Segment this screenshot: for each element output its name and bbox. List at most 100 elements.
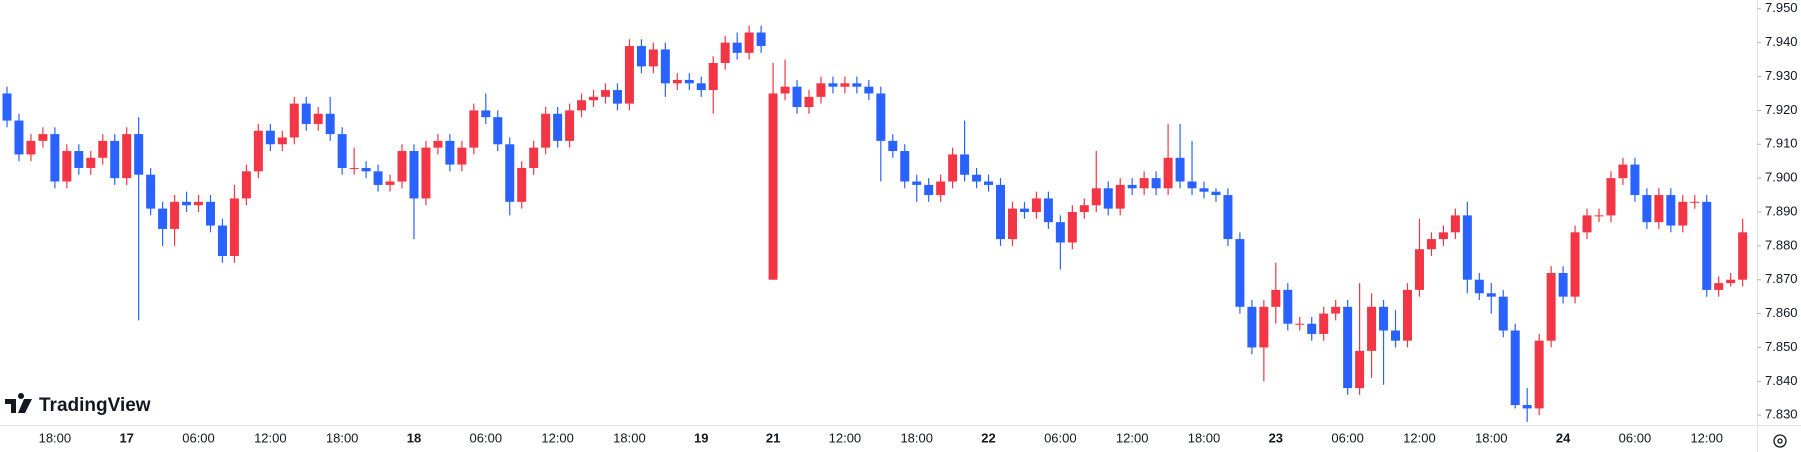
candle-body (1319, 313, 1329, 334)
candle-body (289, 103, 299, 138)
candle-body (1690, 201, 1700, 203)
candle-body (1426, 239, 1436, 250)
candle-body (672, 79, 682, 84)
candle-body (1666, 195, 1676, 226)
candle-body (194, 201, 204, 206)
candle-body (1211, 191, 1221, 196)
candle-body (265, 130, 275, 145)
candle-body (1450, 215, 1460, 233)
candle-body (756, 32, 766, 47)
candle-body (1223, 195, 1233, 240)
candle-body (768, 93, 778, 280)
candle-body (708, 62, 718, 91)
candle-body (1678, 201, 1688, 226)
candle-body (1091, 188, 1101, 206)
candle-body (1139, 178, 1149, 189)
candle-body (1379, 306, 1389, 331)
candle-body (720, 42, 730, 63)
candle-body (205, 201, 215, 226)
candle-body (1546, 272, 1556, 341)
candle-body (996, 184, 1006, 240)
candle-body (684, 79, 694, 84)
candle-body (182, 201, 192, 206)
candle-body (792, 86, 802, 108)
x-tick-label: 18 (407, 430, 421, 445)
x-tick-label: 19 (694, 430, 708, 445)
candle-body (313, 113, 323, 124)
candle-body (804, 96, 814, 108)
candle-body (122, 134, 132, 179)
y-tick-label: 7.940 (1765, 34, 1798, 49)
candle-body (852, 83, 862, 87)
candle-body (960, 154, 970, 175)
y-tick-label: 7.920 (1765, 102, 1798, 117)
candle-body (876, 93, 886, 141)
settings-icon-center[interactable] (1777, 438, 1783, 444)
candle-body (1726, 279, 1736, 284)
candle-body (936, 181, 946, 196)
candle-body (1163, 157, 1173, 189)
candle-body (1343, 306, 1353, 389)
y-tick-label: 7.950 (1765, 0, 1798, 15)
candle-body (517, 167, 527, 202)
candle-body (2, 93, 12, 121)
candle-body (1654, 195, 1664, 223)
settings-button[interactable] (1773, 434, 1787, 448)
candle-body (565, 110, 575, 141)
candle-body (529, 147, 539, 168)
candle-body (732, 42, 742, 53)
candle-body (636, 46, 646, 67)
candle-body (1079, 205, 1089, 212)
candle-body (972, 174, 982, 182)
x-tick-label: 18:00 (1188, 430, 1221, 445)
y-tick-label: 7.900 (1765, 170, 1798, 185)
candle-body (1031, 198, 1041, 212)
candle-body (1498, 296, 1508, 331)
candle-body (624, 46, 634, 104)
candle-body (1019, 208, 1029, 212)
candle-body (900, 151, 910, 182)
candle-body (50, 134, 60, 182)
candle-body (577, 100, 587, 111)
candle-body (469, 110, 479, 148)
settings-icon[interactable] (1773, 434, 1787, 448)
candle-body (146, 174, 156, 209)
candle-body (1474, 279, 1484, 294)
y-tick-label: 7.870 (1765, 271, 1798, 286)
candle-body (1247, 306, 1257, 348)
candle-body (277, 137, 287, 145)
candle-body (1738, 232, 1748, 280)
candle-body (984, 181, 994, 185)
candle-body (134, 134, 144, 175)
x-tick-label: 12:00 (1116, 430, 1149, 445)
candle-body (828, 83, 838, 87)
y-tick-label: 7.930 (1765, 68, 1798, 83)
candle-body (1235, 239, 1245, 307)
candle-body (864, 86, 874, 94)
candle-body (1642, 195, 1652, 223)
candle-body (816, 83, 826, 97)
x-tick-label: 06:00 (182, 430, 215, 445)
candle-body (1558, 272, 1568, 297)
candle-body (744, 32, 754, 53)
candle-body (217, 225, 227, 257)
candle-body (948, 154, 958, 182)
candle-body (1522, 405, 1532, 409)
candle-body (385, 181, 395, 185)
candle-body (1067, 211, 1077, 243)
x-tick-label: 06:00 (1044, 430, 1077, 445)
candle-body (301, 103, 311, 124)
candle-body (1187, 181, 1197, 189)
candle-body (421, 147, 431, 199)
candle-body (170, 201, 180, 229)
x-tick-label: 24 (1556, 430, 1571, 445)
candle-body (409, 151, 419, 199)
x-tick-label: 23 (1269, 430, 1283, 445)
x-tick-label: 21 (766, 430, 780, 445)
candle-body (86, 157, 96, 168)
candle-body (98, 140, 108, 158)
candle-body (1175, 157, 1185, 182)
x-tick-label: 17 (119, 430, 133, 445)
candle-body (361, 167, 371, 172)
